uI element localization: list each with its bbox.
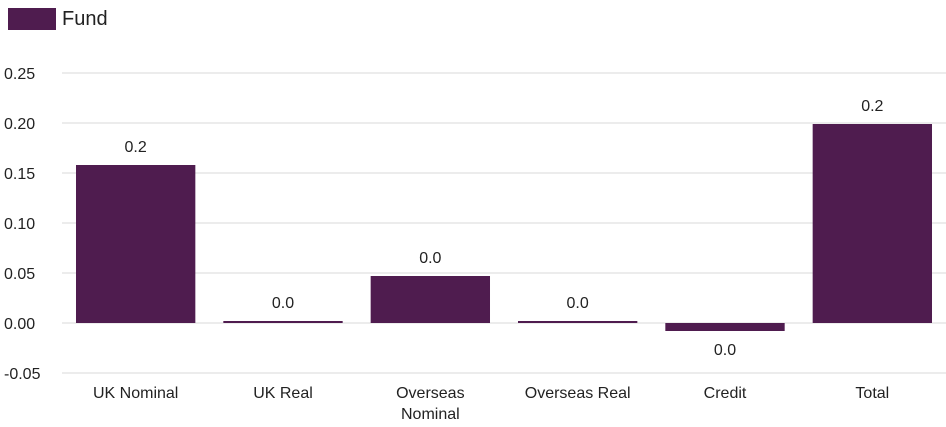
bar [665,323,785,331]
y-axis-tick-labels: -0.05 0.00 0.05 0.10 0.15 0.20 0.25 [4,66,41,383]
x-tick-label: Overseas Real [525,385,631,402]
bar [223,321,343,323]
bars [75,124,933,331]
legend: Fund [8,6,108,32]
data-labels: 0.2 0.0 0.0 0.0 0.0 0.2 [125,98,884,359]
x-axis-tick-labels: UK Nominal UK Real Overseas Nominal Overseas… [93,385,889,423]
bar [812,124,933,323]
data-label: 0.2 [861,98,883,115]
y-tick-label: 0.20 [4,116,35,133]
y-tick-label: 0.05 [4,266,35,283]
x-tick-label: UK Real [253,385,313,402]
data-label: 0.0 [272,295,294,312]
gridlines [62,72,946,374]
x-tick-label: Overseas Nominal [396,385,464,423]
bar [517,321,638,323]
bar [75,165,196,323]
y-tick-label: 0.25 [4,66,35,83]
legend-swatch-fund [8,8,56,30]
y-tick-label: 0.15 [4,166,35,183]
y-tick-label: -0.05 [4,366,41,383]
data-label: 0.0 [714,342,736,359]
legend-label-fund: Fund [62,7,108,30]
data-label: 0.2 [125,139,147,156]
data-label: 0.0 [419,250,441,267]
x-tick-label: Credit [704,385,747,402]
bar [370,276,491,323]
y-tick-label: 0.00 [4,316,35,333]
x-tick-label: UK Nominal [93,385,178,402]
y-tick-label: 0.10 [4,216,35,233]
x-tick-label: Total [855,385,889,402]
data-label: 0.0 [567,295,589,312]
